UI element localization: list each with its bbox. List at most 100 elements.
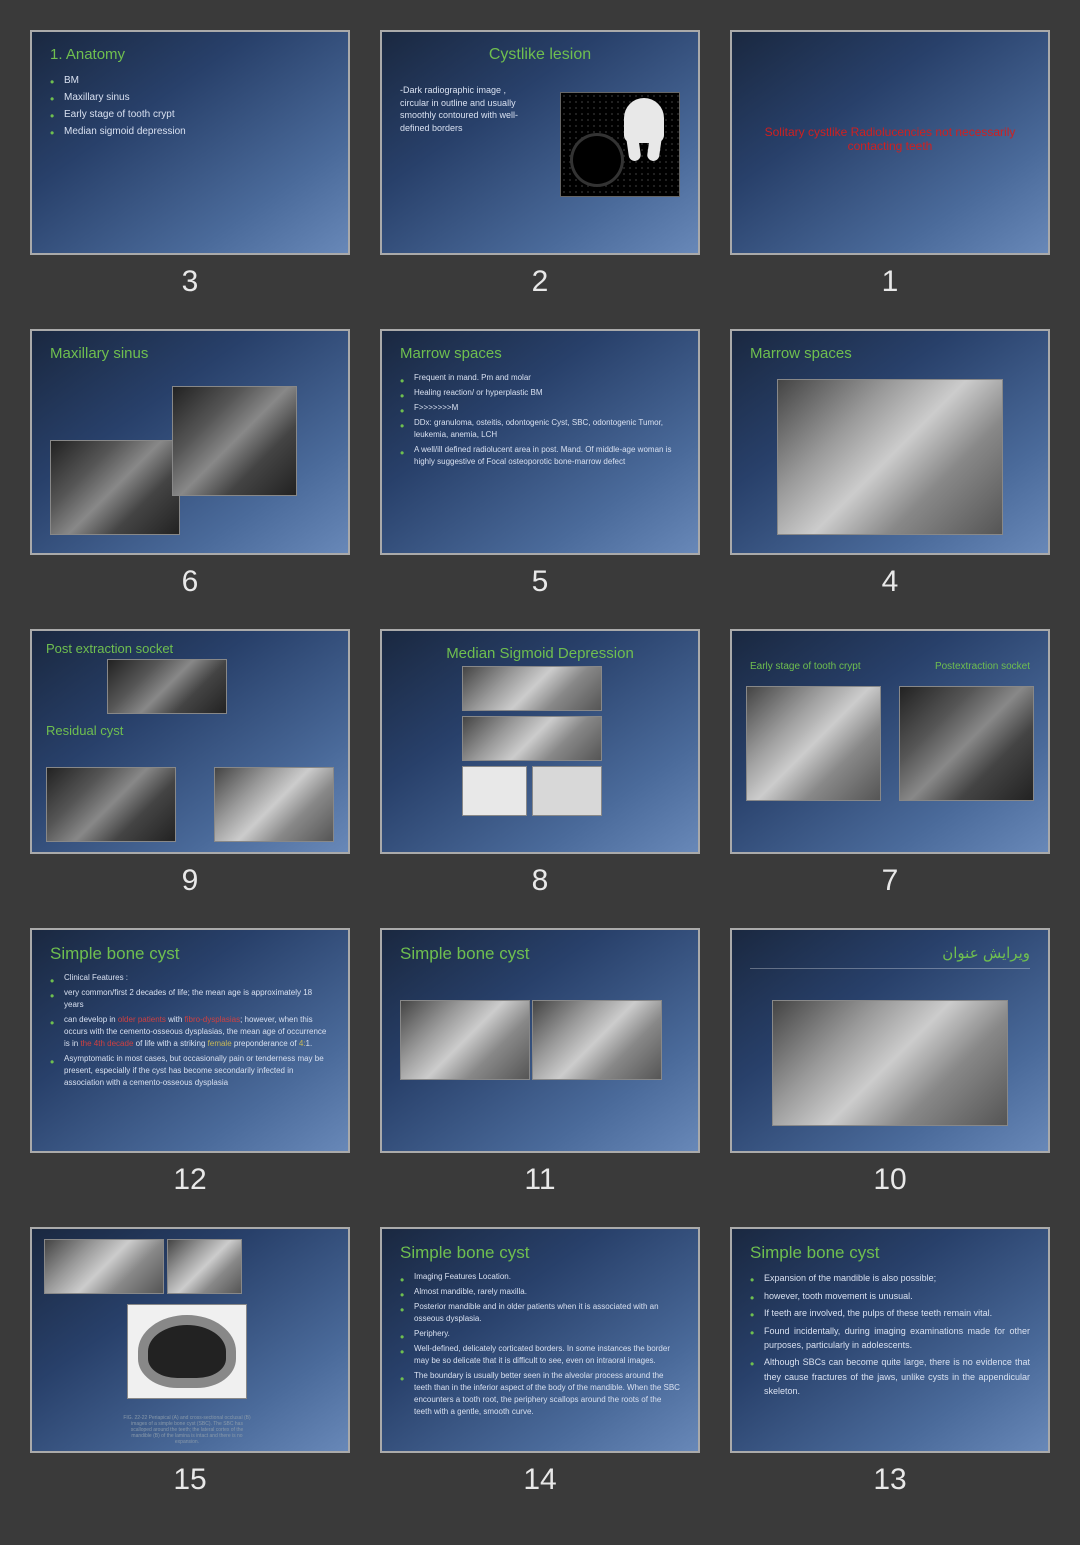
xray-image	[746, 686, 881, 801]
bullet: Healing reaction/ or hyperplastic BM	[400, 387, 680, 399]
slide[interactable]: Simple bone cyst Imaging Features Locati…	[380, 1227, 700, 1452]
slide-grid: 1. Anatomy BM Maxillary sinus Early stag…	[30, 30, 1050, 1497]
xray-image	[772, 1000, 1008, 1126]
slide-title-b: Residual cyst	[46, 723, 123, 738]
xray-image	[44, 1239, 164, 1294]
xray-image	[462, 716, 602, 761]
slide-title: Marrow spaces	[400, 345, 680, 362]
slide[interactable]: Simple bone cyst Clinical Features : ver…	[30, 928, 350, 1153]
bullet-list: Imaging Features Location. Almost mandib…	[400, 1271, 680, 1418]
slide-number: 12	[173, 1163, 206, 1197]
slide[interactable]: Solitary cystlike Radiolucencies not nec…	[730, 30, 1050, 255]
slide[interactable]: Cystlike lesion -Dark radiographic image…	[380, 30, 700, 255]
slide[interactable]: Simple bone cyst Expansion of the mandib…	[730, 1227, 1050, 1452]
slide-title: 1. Anatomy	[50, 46, 330, 63]
cell-9: Post extraction socket Residual cyst 9	[30, 629, 350, 898]
bullet: Found incidentally, during imaging exami…	[750, 1324, 1030, 1353]
cell-3: 1. Anatomy BM Maxillary sinus Early stag…	[30, 30, 350, 299]
cell-2: Cystlike lesion -Dark radiographic image…	[380, 30, 700, 299]
xray-image	[214, 767, 334, 842]
slide[interactable]: ویرایش عنوان	[730, 928, 1050, 1153]
xray-image	[462, 766, 527, 816]
bullet-list: Frequent in mand. Pm and molar Healing r…	[400, 372, 680, 468]
slide-title: Marrow spaces	[750, 345, 1030, 362]
xray-image	[107, 659, 227, 714]
cell-7: Early stage of tooth crypt Postextractio…	[730, 629, 1050, 898]
slide-number: 11	[524, 1163, 555, 1197]
bullet: Maxillary sinus	[50, 90, 330, 105]
xray-image	[532, 766, 602, 816]
bullet: DDx: granuloma, osteitis, odontogenic Cy…	[400, 417, 680, 441]
cell-1: Solitary cystlike Radiolucencies not nec…	[730, 30, 1050, 299]
bullet: can develop in older patients with fibro…	[50, 1014, 330, 1050]
cell-4: Marrow spaces 4	[730, 329, 1050, 598]
bullet: If teeth are involved, the pulps of thes…	[750, 1306, 1030, 1320]
slide-title-a: Post extraction socket	[46, 641, 334, 656]
figure-caption: FIG. 22-22 Periapical (A) and cross-sect…	[122, 1415, 252, 1445]
divider	[750, 968, 1030, 969]
xray-image	[50, 440, 180, 535]
slide-number: 14	[523, 1463, 556, 1497]
slide[interactable]: FIG. 22-22 Periapical (A) and cross-sect…	[30, 1227, 350, 1452]
bullet: Frequent in mand. Pm and molar	[400, 372, 680, 384]
bullet: however, tooth movement is unusual.	[750, 1289, 1030, 1303]
slide-number: 1	[882, 265, 899, 299]
slide-number: 8	[532, 864, 549, 898]
cell-8: Median Sigmoid Depression 8	[380, 629, 700, 898]
bullet: Clinical Features :	[50, 972, 330, 984]
slide[interactable]: Post extraction socket Residual cyst	[30, 629, 350, 854]
xray-image	[899, 686, 1034, 801]
slide-number: 4	[882, 565, 899, 599]
cell-5: Marrow spaces Frequent in mand. Pm and m…	[380, 329, 700, 598]
slide-title: Simple bone cyst	[750, 1243, 1030, 1263]
slide[interactable]: 1. Anatomy BM Maxillary sinus Early stag…	[30, 30, 350, 255]
cell-11: Simple bone cyst 11	[380, 928, 700, 1197]
bullet: Although SBCs can become quite large, th…	[750, 1355, 1030, 1398]
bullet: F>>>>>>>M	[400, 402, 680, 414]
bullet-list: Expansion of the mandible is also possib…	[750, 1271, 1030, 1398]
bullet: A well/ill defined radiolucent area in p…	[400, 444, 680, 468]
cell-15: FIG. 22-22 Periapical (A) and cross-sect…	[30, 1227, 350, 1496]
slide[interactable]: Marrow spaces Frequent in mand. Pm and m…	[380, 329, 700, 554]
cell-10: ویرایش عنوان 10	[730, 928, 1050, 1197]
slide-title: Simple bone cyst	[400, 944, 680, 964]
xray-image	[532, 1000, 662, 1080]
bullet: BM	[50, 73, 330, 88]
cell-13: Simple bone cyst Expansion of the mandib…	[730, 1227, 1050, 1496]
bullet-list: BM Maxillary sinus Early stage of tooth …	[50, 73, 330, 139]
slide-title-rtl: ویرایش عنوان	[750, 944, 1030, 962]
bullet: Median sigmoid depression	[50, 124, 330, 139]
bullet: Expansion of the mandible is also possib…	[750, 1271, 1030, 1285]
slide-title: Median Sigmoid Depression	[400, 645, 680, 662]
tooth-diagram	[560, 92, 680, 197]
slide-number: 6	[182, 565, 199, 599]
label-b: Postextraction socket	[935, 661, 1030, 672]
slide[interactable]: Simple bone cyst	[380, 928, 700, 1153]
slide-number: 9	[182, 864, 199, 898]
slide[interactable]: Early stage of tooth crypt Postextractio…	[730, 629, 1050, 854]
xray-image	[777, 379, 1003, 534]
xray-image	[167, 1239, 242, 1294]
slide[interactable]: Marrow spaces	[730, 329, 1050, 554]
bullet: Imaging Features Location.	[400, 1271, 680, 1283]
xray-image	[462, 666, 602, 711]
cell-6: Maxillary sinus 6	[30, 329, 350, 598]
cell-12: Simple bone cyst Clinical Features : ver…	[30, 928, 350, 1197]
slide-number: 15	[173, 1463, 206, 1497]
bullet-list: Clinical Features : very common/first 2 …	[50, 972, 330, 1089]
xray-image	[172, 386, 297, 496]
bullet: Well-defined, delicately corticated bord…	[400, 1343, 680, 1367]
bullet: Asymptomatic in most cases, but occasion…	[50, 1053, 330, 1089]
slide[interactable]: Median Sigmoid Depression	[380, 629, 700, 854]
label-a: Early stage of tooth crypt	[750, 661, 861, 672]
bullet: Almost mandible, rarely maxilla.	[400, 1286, 680, 1298]
bullet: very common/first 2 decades of life; the…	[50, 987, 330, 1011]
xray-image	[400, 1000, 530, 1080]
paragraph: -Dark radiographic image , circular in o…	[400, 84, 534, 134]
slide-title: Maxillary sinus	[50, 345, 330, 362]
slide-number: 7	[882, 864, 899, 898]
slide-number: 2	[532, 265, 549, 299]
bullet: Periphery.	[400, 1328, 680, 1340]
slide[interactable]: Maxillary sinus	[30, 329, 350, 554]
slide-number: 13	[873, 1463, 906, 1497]
